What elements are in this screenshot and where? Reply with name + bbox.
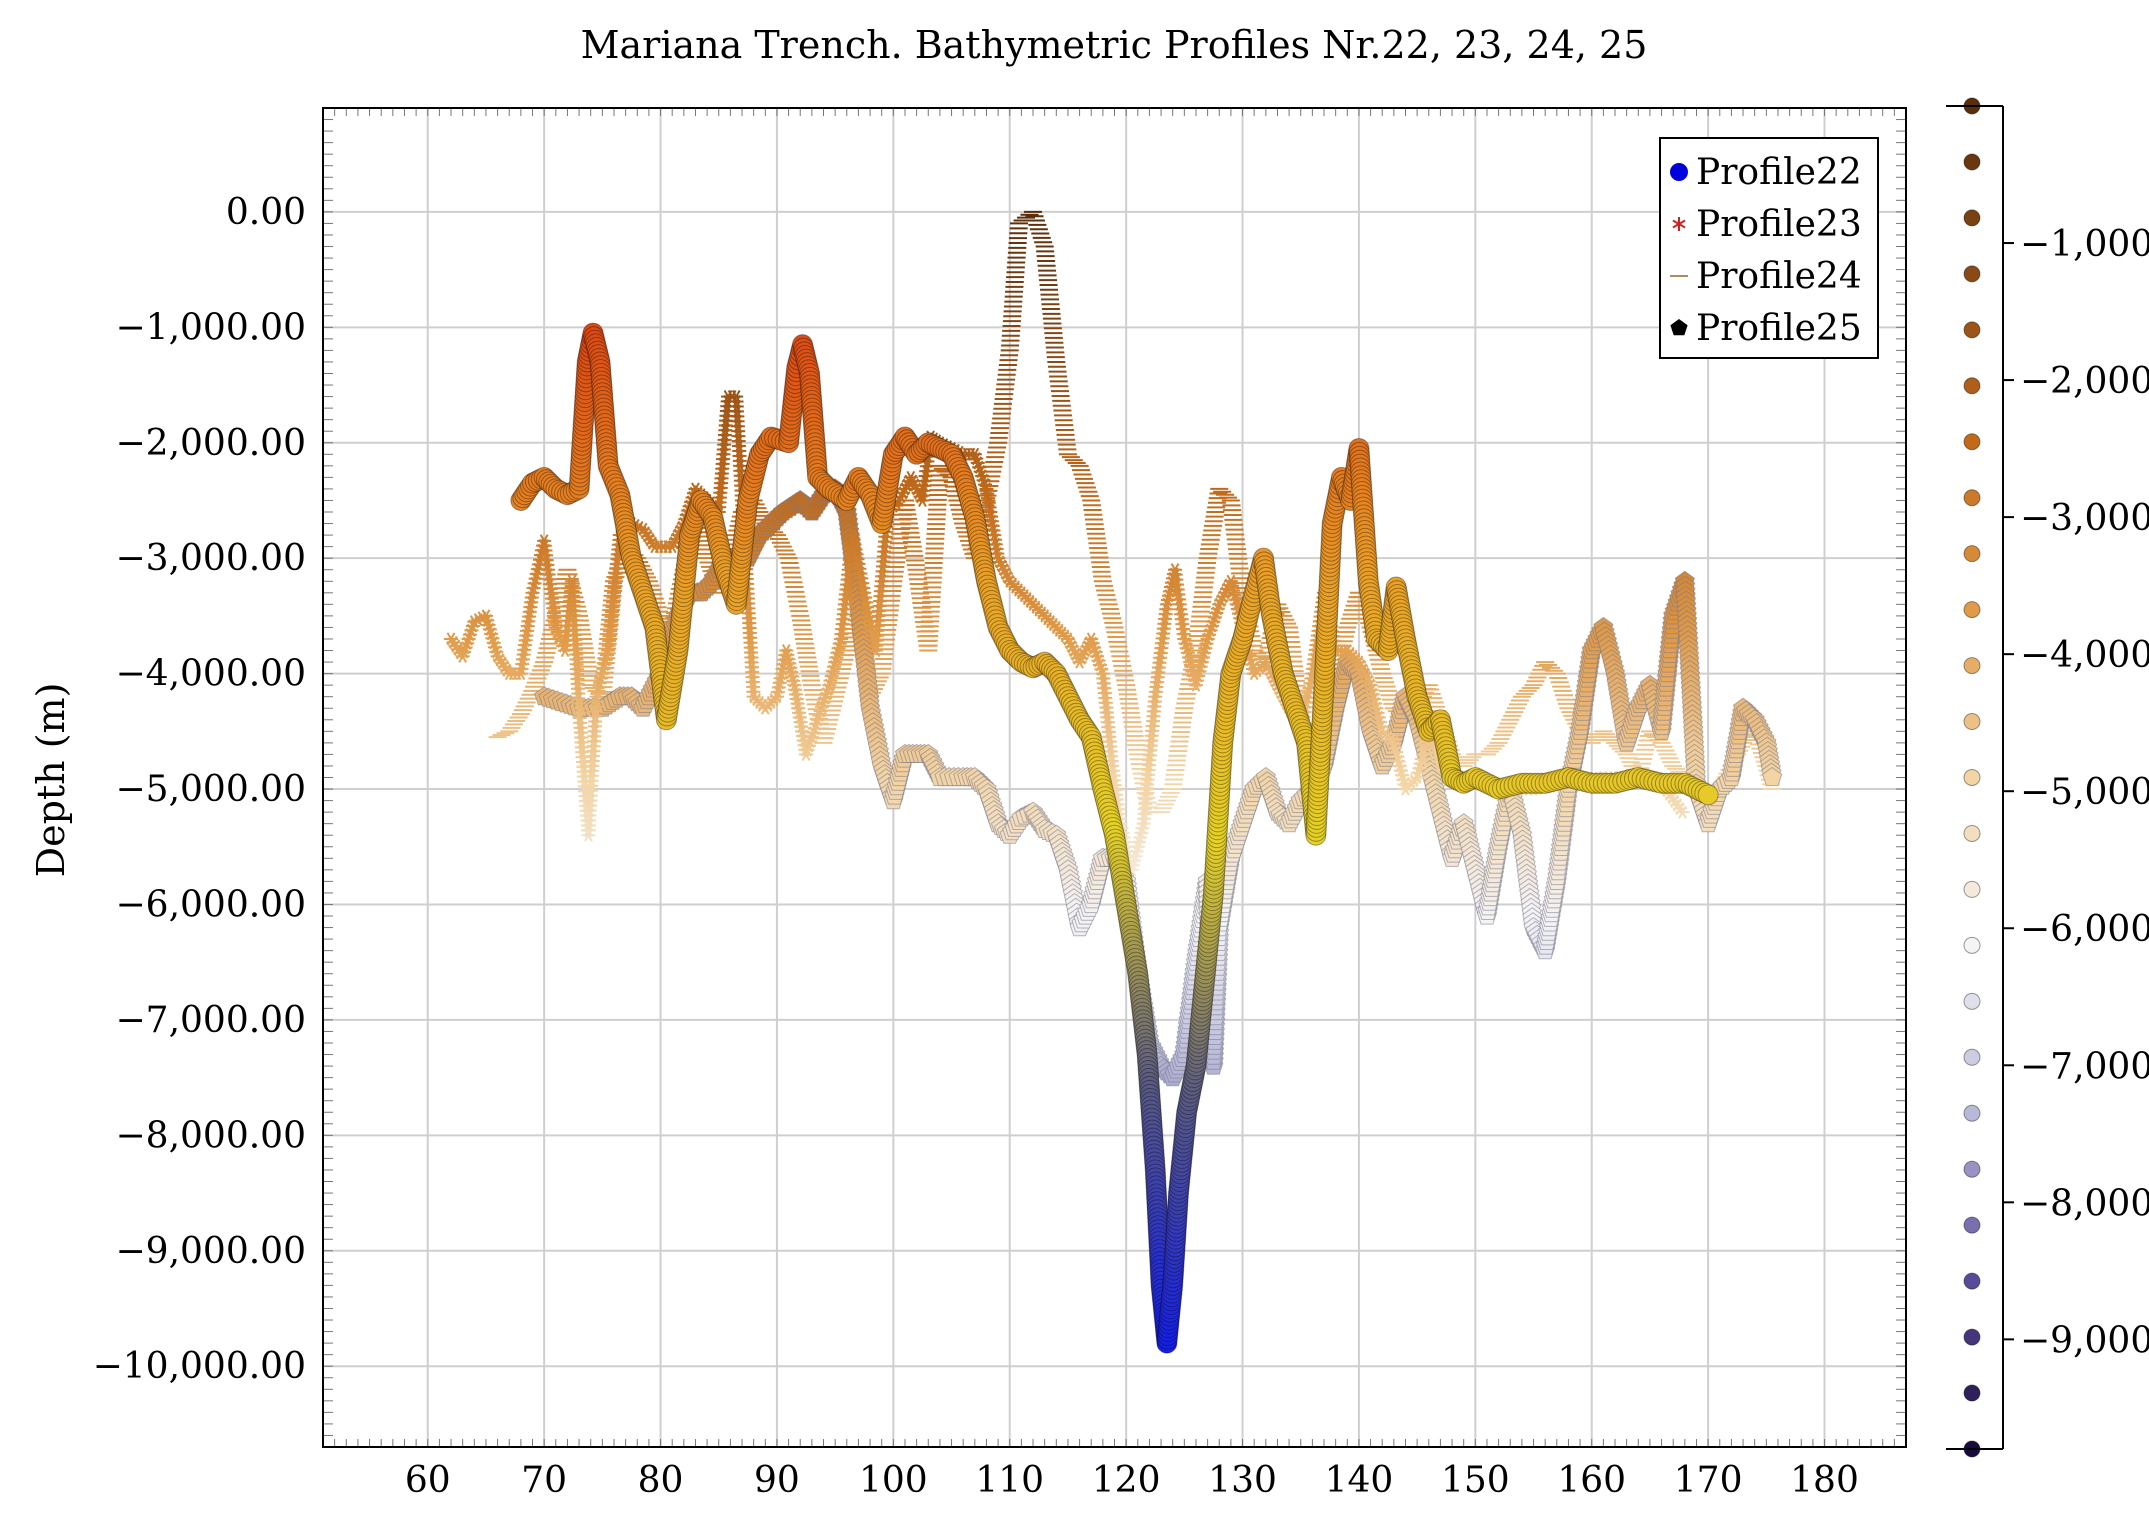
x-tick-label: 60	[405, 1460, 451, 1501]
x-tick-label: 140	[1325, 1460, 1394, 1501]
x-tick-label: 150	[1441, 1460, 1510, 1501]
minor-ticks	[322, 108, 1907, 1447]
x-tick-labels: 60 70 80 90 100 110 120 130 140 150 160 170 180	[405, 1460, 1859, 1501]
y-tick-label: −4,000.00	[116, 654, 306, 695]
y-tick-label: −1,000.00	[116, 307, 306, 348]
x-tick-label: 160	[1557, 1460, 1626, 1501]
y-tick-label: −8,000.00	[116, 1115, 306, 1156]
x-tick-label: 70	[521, 1460, 567, 1501]
y-tick-label: 0.00	[226, 192, 306, 233]
y-tick-label: −5,000.00	[116, 769, 306, 810]
y-axis-label: Depth (m)	[29, 683, 73, 878]
x-tick-label: 100	[859, 1460, 928, 1501]
y-tick-label: −3,000.00	[116, 538, 306, 579]
x-tick-label: 90	[754, 1460, 800, 1501]
y-tick-label: −6,000.00	[116, 884, 306, 925]
chart-title: Mariana Trench. Bathymetric Profiles Nr.…	[581, 23, 1648, 67]
y-tick-label: −7,000.00	[116, 1000, 306, 1041]
x-tick-label: 130	[1208, 1460, 1277, 1501]
y-tick-label: −2,000.00	[116, 423, 306, 464]
y-tick-label: −9,000.00	[116, 1231, 306, 1272]
x-tick-label: 120	[1092, 1460, 1161, 1501]
data-layer	[444, 210, 1783, 1354]
x-tick-label: 170	[1674, 1460, 1743, 1501]
y-tick-labels: 0.00 −1,000.00 −2,000.00 −3,000.00 −4,000.00…	[93, 192, 306, 1387]
x-tick-label: 80	[638, 1460, 684, 1501]
y-tick-label: −10,000.00	[93, 1346, 306, 1387]
x-tick-label: 180	[1790, 1460, 1859, 1501]
x-tick-label: 110	[975, 1460, 1044, 1501]
